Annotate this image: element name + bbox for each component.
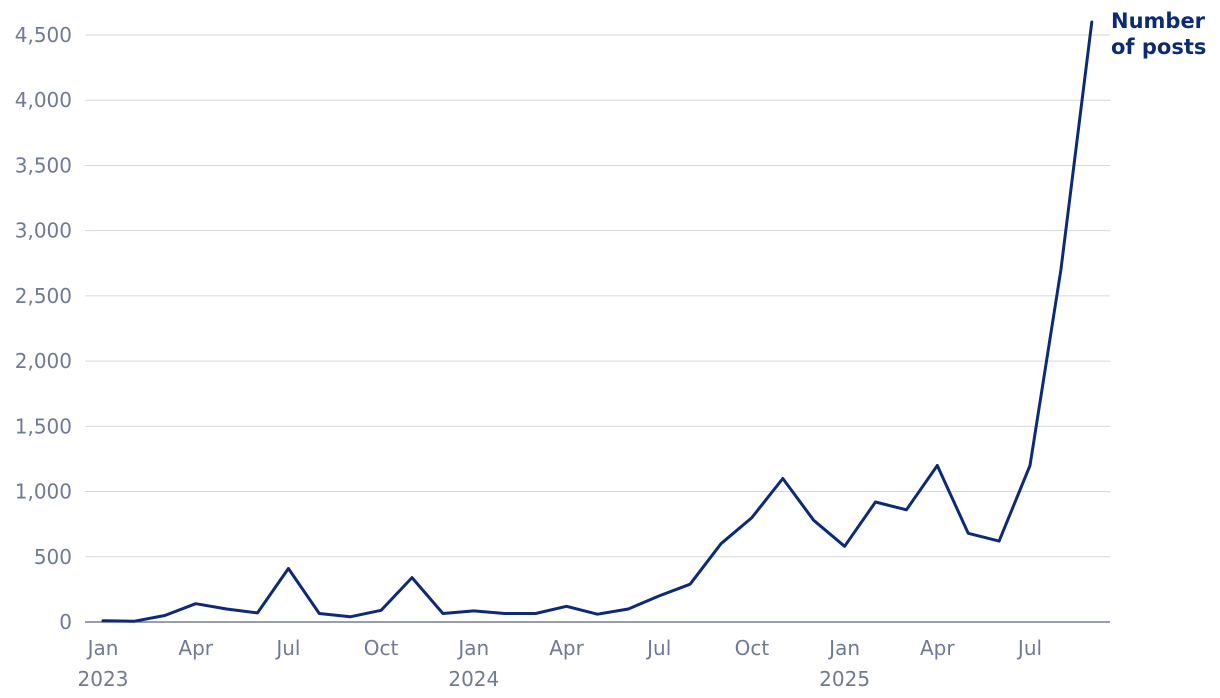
y-tick-label: 4,000	[15, 88, 72, 112]
y-tick-label: 4,500	[15, 23, 72, 47]
x-tick-label: Jul	[1016, 636, 1042, 660]
series-group	[101, 20, 1094, 623]
x-axis-tick-labels: Jan 2023 Apr Jul Oct Jan 2024 Apr Jul Oct Jan 2025 A…	[78, 636, 1043, 691]
y-tick-label: 3,000	[15, 219, 72, 243]
gridlines	[85, 34, 1110, 558]
x-tick-label: Jan	[827, 636, 860, 660]
series-label-line: Number	[1111, 9, 1206, 33]
x-tick-label: Jan	[86, 636, 119, 660]
series-label-line: of posts	[1111, 35, 1206, 59]
series-line	[101, 20, 1094, 623]
x-tick-label: Jan	[456, 636, 489, 660]
y-tick-label: 3,500	[15, 153, 72, 177]
y-tick-label: 2,000	[15, 349, 72, 373]
y-tick-label: 2,500	[15, 284, 72, 308]
x-tick-label: Oct	[364, 636, 399, 660]
x-tick-year-label: 2024	[448, 667, 499, 691]
x-tick-label: Apr	[549, 636, 584, 660]
x-tick-label: Jul	[645, 636, 671, 660]
series-label: Number of posts	[1111, 9, 1206, 59]
x-tick-year-label: 2023	[78, 667, 129, 691]
y-tick-label: 1,000	[15, 480, 72, 504]
x-tick-label: Oct	[735, 636, 770, 660]
y-tick-label: 1,500	[15, 414, 72, 438]
y-axis-tick-labels: 0 500 1,000 1,500 2,000 2,500 3,000 3,500 4,000 4…	[15, 23, 72, 634]
x-tick-label: Jul	[274, 636, 300, 660]
x-tick-label: Apr	[178, 636, 213, 660]
y-tick-label: 0	[59, 610, 72, 634]
x-tick-year-label: 2025	[819, 667, 870, 691]
y-tick-label: 500	[34, 545, 72, 569]
x-tick-label: Apr	[920, 636, 955, 660]
